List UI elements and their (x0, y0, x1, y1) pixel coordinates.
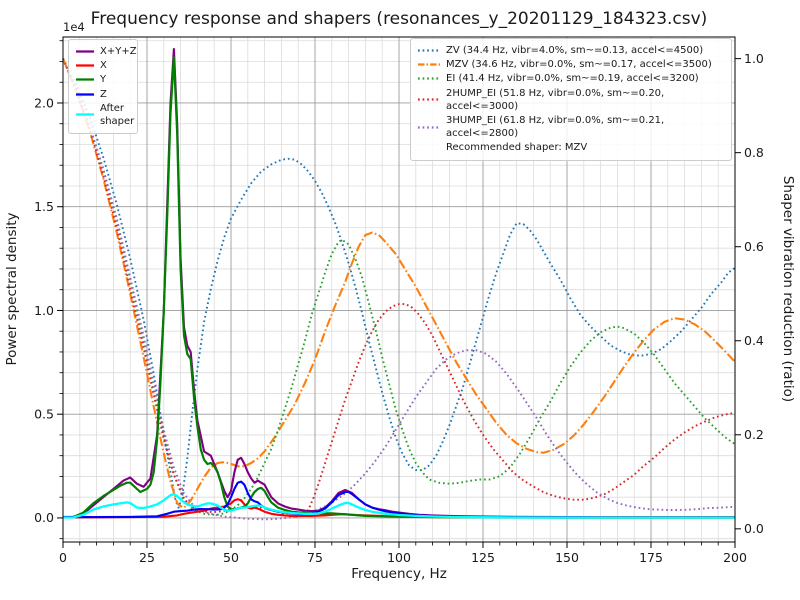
y-left-tick-label: 0.0 (34, 510, 54, 525)
legend-line-swatch (76, 64, 94, 67)
legend-item-zv: ZV (34.4 Hz, vibr=4.0%, sm~=0.13, accel<… (417, 44, 725, 57)
y-right-tick-label: 1.0 (744, 51, 764, 66)
series-after_shaper (63, 492, 735, 519)
legend-item-label: EI (41.4 Hz, vibr=0.0%, sm~=0.19, accel<… (446, 73, 699, 85)
x-tick-label: 175 (639, 550, 663, 565)
legend-item-recommended: Recommended shaper: MZV (417, 141, 725, 154)
data-series (62, 47, 736, 521)
psd-series-legend: X+Y+Z X Y Z After shaper (68, 39, 138, 135)
axis-offset-text: 1e4 (63, 20, 85, 34)
chart-title: Frequency response and shapers (resonanc… (91, 9, 708, 29)
x-tick-label: 50 (223, 550, 239, 565)
legend-item-label: 2HUMP_EI (51.8 Hz, vibr=0.0%, sm~=0.20, … (446, 87, 665, 112)
legend-line-swatch (76, 113, 94, 117)
y-axis-label-right: Shaper vibration reduction (ratio) (780, 176, 796, 402)
legend-item-after_shaper: After shaper (75, 102, 135, 128)
legend-item-label: X (100, 60, 107, 72)
legend-item-psd_y: Y (75, 73, 131, 86)
legend-item-three_hump_ei: 3HUMP_EI (61.8 Hz, vibr=0.0%, sm~=0.21, … (417, 114, 725, 140)
legend-line-swatch (417, 145, 441, 150)
y-right-tick-label: 0.0 (744, 521, 764, 536)
y-right-tick-label: 0.8 (744, 145, 764, 160)
legend-line-swatch (76, 50, 94, 53)
x-tick-label: 0 (59, 550, 67, 565)
legend-item-ei: EI (41.4 Hz, vibr=0.0%, sm~=0.19, accel<… (417, 72, 725, 85)
x-tick-label: 125 (471, 550, 495, 565)
x-tick-label: 150 (555, 550, 579, 565)
legend-line-swatch (418, 63, 440, 66)
legend-item-psd_sum: X+Y+Z (75, 45, 137, 58)
legend-item-label: After shaper (100, 102, 135, 127)
y-right-tick-label: 0.6 (744, 239, 764, 254)
y-right-tick-label: 0.4 (744, 333, 764, 348)
series-mzv (62, 58, 736, 509)
x-tick-label: 75 (307, 550, 323, 565)
y-right-tick-label: 0.2 (744, 427, 764, 442)
y-axis-label-left: Power spectral density (4, 212, 20, 365)
legend-item-label: ZV (34.4 Hz, vibr=4.0%, sm~=0.13, accel<… (446, 45, 704, 56)
y-left-tick-label: 0.5 (34, 406, 54, 421)
legend-item-psd_z: Z (75, 88, 131, 101)
legend-line-swatch (418, 49, 440, 52)
legend-line-swatch (418, 77, 440, 81)
y-left-tick-label: 1.5 (34, 199, 54, 214)
y-left-tick-label: 1.0 (34, 303, 54, 318)
legend-line-swatch (76, 93, 94, 96)
legend-item-psd_x: X (75, 59, 131, 72)
x-tick-label: 100 (387, 550, 411, 565)
legend-line-swatch (418, 98, 440, 101)
legend-item-two_hump_ei: 2HUMP_EI (51.8 Hz, vibr=0.0%, sm~=0.20, … (417, 87, 725, 113)
legend-item-label: Z (100, 88, 107, 100)
x-tick-label: 25 (139, 550, 155, 565)
legend-line-swatch (418, 126, 440, 129)
y-left-tick-label: 2.0 (34, 95, 54, 110)
legend-line-swatch (76, 78, 94, 82)
legend-item-label: MZV (34.6 Hz, vibr=0.0%, sm~=0.17, accel… (446, 59, 712, 71)
legend-item-label: Recommended shaper: MZV (446, 142, 588, 154)
legend-item-label: X+Y+Z (100, 46, 137, 57)
x-tick-label: 200 (723, 550, 747, 565)
shaper-legend: ZV (34.4 Hz, vibr=4.0%, sm~=0.13, accel<… (410, 38, 732, 161)
x-axis-label: Frequency, Hz (351, 566, 447, 582)
series-ei (62, 58, 736, 516)
series-three_hump_ei (62, 58, 736, 521)
axes: 0 25 50 75 100 125 150 175 200 0.0 0.5 1.0 1.5 2.0 0.0… (34, 36, 764, 565)
legend-item-label: Y (100, 74, 107, 86)
legend-item-mzv: MZV (34.6 Hz, vibr=0.0%, sm~=0.17, accel… (417, 58, 725, 71)
legend-item-label: 3HUMP_EI (61.8 Hz, vibr=0.0%, sm~=0.21, … (446, 114, 665, 140)
